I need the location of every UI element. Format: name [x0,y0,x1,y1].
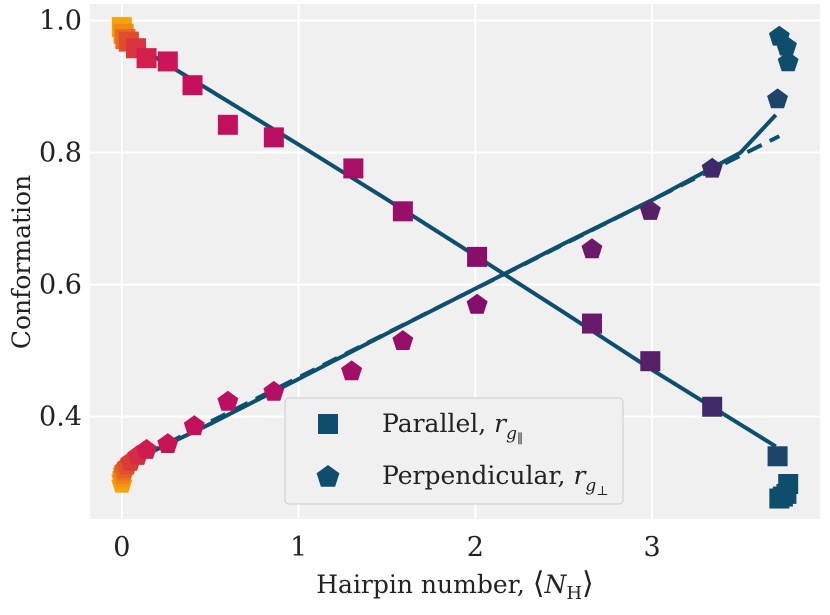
perpendicular-point [466,293,488,314]
x-axis-label-text: Hairpin number, [316,570,533,599]
perpendicular-point [777,51,799,72]
legend-label-perpendicular-text: Perpendicular, [382,461,573,490]
legend-subsub-parallel: ∥ [517,432,523,447]
perpendicular-point [701,157,723,178]
y-tick-label: 0.4 [39,402,82,433]
perpendicular-point [581,238,603,259]
legend: Parallel, rg∥ Perpendicular, rg⊥ [284,397,624,505]
tick-labels: 0 1 2 3 0.4 0.6 0.8 1.0 [39,6,661,563]
legend-box [284,397,624,505]
parallel-point [640,351,661,372]
legend-subscript-perpendicular: g [585,476,596,496]
y-tick-label: 1.0 [39,6,82,37]
parallel-point [343,158,364,179]
perpendicular-point [157,433,179,453]
parallel-point [263,127,284,148]
x-axis-label: Hairpin number, ⟨NH⟩ [316,566,594,604]
y-tick-label: 0.6 [39,270,82,301]
parallel-point [772,486,793,507]
legend-label-perpendicular: Perpendicular, rg⊥ [382,461,609,499]
parallel-point [467,246,488,267]
legend-symbol-perpendicular: r [573,461,587,490]
x-tick-label: 2 [467,532,484,563]
x-tick-label: 0 [113,532,130,563]
parallel-point [581,313,602,334]
markers [111,17,799,509]
parallel-point [182,75,203,96]
x-tick-label: 3 [643,532,660,563]
legend-label-parallel: Parallel, rg∥ [382,409,523,447]
parallel-point [702,396,723,417]
perpendicular-point [639,200,661,220]
x-tick-label: 1 [290,532,307,563]
perpendicular-point [217,390,239,411]
perpendicular-point [183,415,205,436]
legend-label-parallel-text: Parallel, [382,409,494,438]
perpendicular-point [263,380,285,401]
perpendicular-point [136,439,157,459]
parallel-point [217,114,238,135]
y-tick-label: 0.8 [39,138,82,169]
x-axis-label-subscript: H [566,583,582,604]
perpendicular-point [767,88,788,109]
parallel-point [136,48,157,69]
perpendicular-point [776,35,797,56]
x-axis-label-close: ⟩ [582,566,594,601]
legend-pentagon-marker [316,465,340,487]
legend-subsub-perpendicular: ⊥ [596,484,608,499]
legend-symbol-parallel: r [494,409,508,438]
y-axis-label: Conformation [7,175,36,349]
perpendicular-dashed-fit [120,134,781,468]
legend-square-marker [318,414,338,434]
parallel-point [157,51,178,72]
x-axis-label-open: ⟨ [533,566,545,601]
parallel-point [767,446,788,467]
perpendicular-point [341,360,363,381]
perpendicular-point [392,330,414,350]
parallel-point [392,201,413,222]
x-axis-label-symbol: N [543,570,567,599]
legend-subscript-parallel: g [506,424,517,444]
